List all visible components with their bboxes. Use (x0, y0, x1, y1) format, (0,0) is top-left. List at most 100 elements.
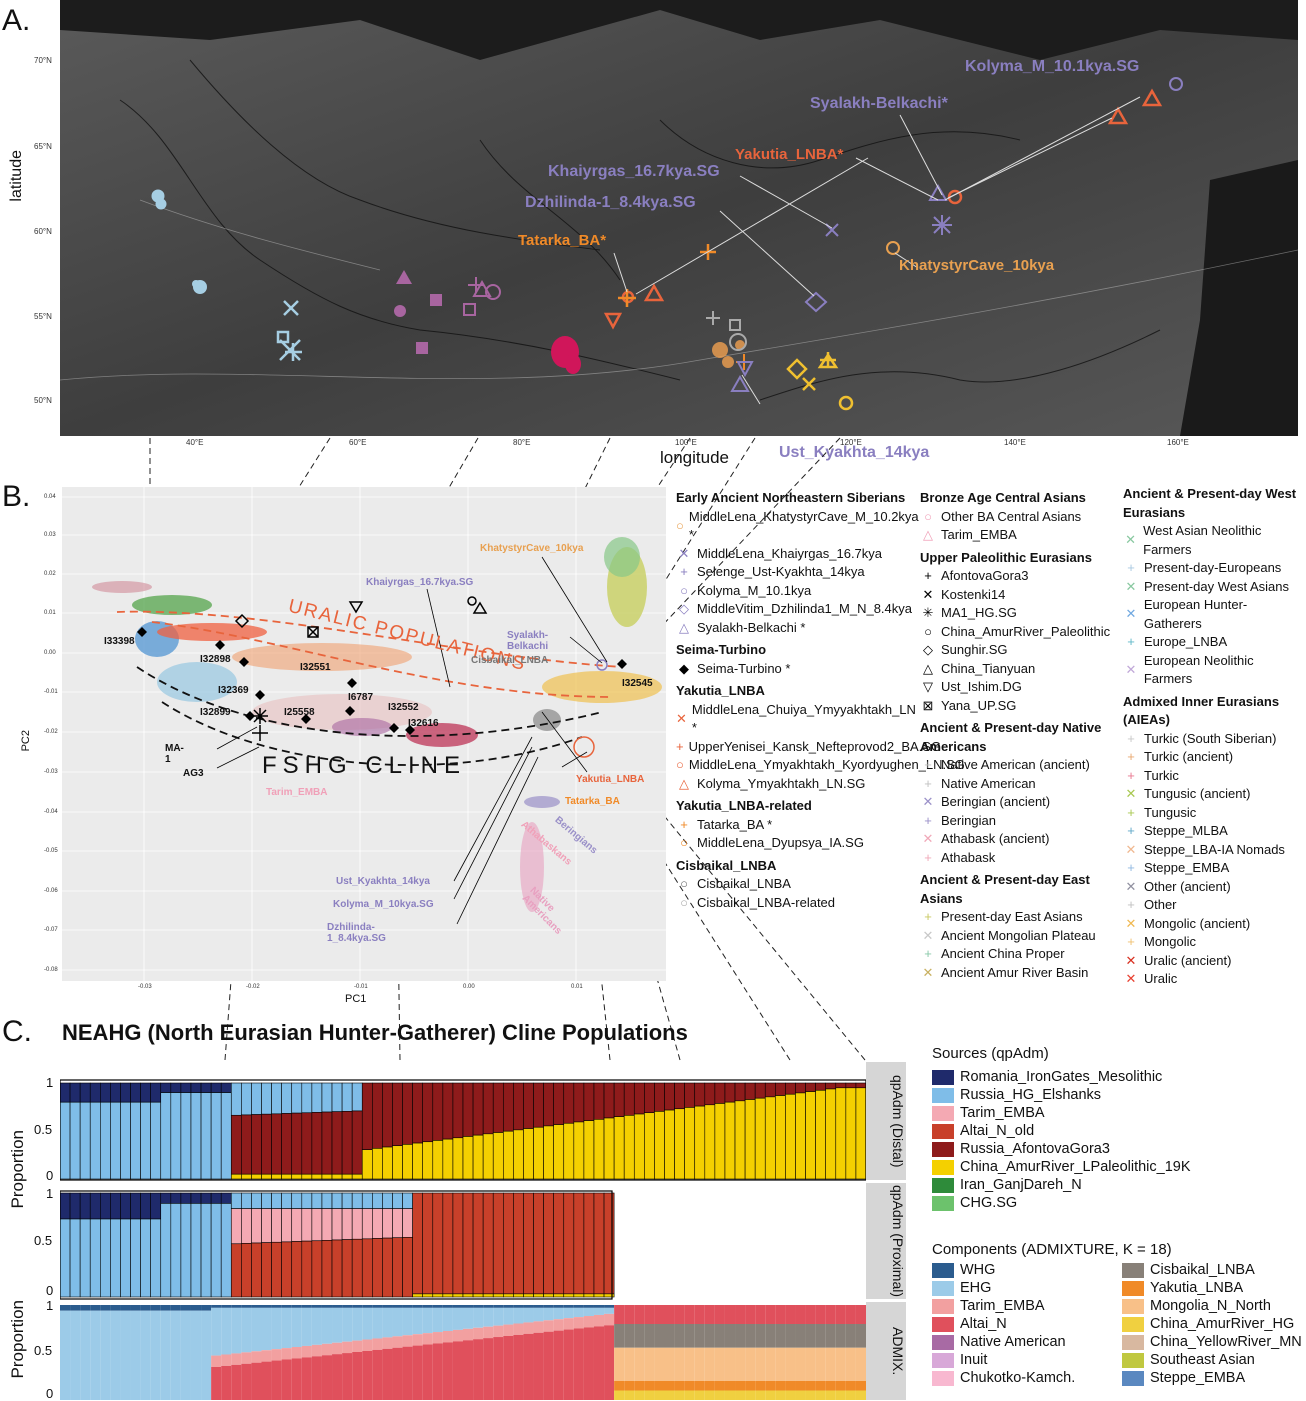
bar-segment (775, 1082, 786, 1096)
y-tick: 1 (46, 1186, 54, 1201)
bar-segment (573, 1192, 585, 1295)
bar-segment (200, 1092, 212, 1180)
pca-y-tick: -0.04 (44, 809, 58, 815)
bar-segment (845, 1305, 856, 1324)
legend-symbol-icon: ✕ (676, 710, 687, 726)
bar-segment (724, 1082, 736, 1103)
bar-segment (301, 1112, 313, 1175)
bar-segment (422, 1082, 434, 1143)
bar-segment (764, 1082, 776, 1098)
bar-segment (654, 1381, 665, 1391)
legend-item: △ Syalakh-Belkachi * (676, 619, 912, 638)
bar-segment (825, 1082, 837, 1090)
bar-segment (120, 1192, 131, 1220)
legend-heading: Seima-Turbino (676, 642, 767, 657)
bar-segment (634, 1324, 645, 1348)
key-swatch (932, 1262, 954, 1278)
legend-item-label: Beringian (941, 812, 996, 828)
bar-segment (452, 1137, 464, 1180)
legend-item-label: Cisbaikal_LNBA-related (697, 894, 836, 910)
key-label: Inuit (960, 1352, 988, 1368)
bar-segment (765, 1390, 776, 1400)
bar-segment (241, 1243, 252, 1298)
bar-segment (180, 1192, 192, 1204)
bar-segment (553, 1124, 565, 1180)
bar-segment (775, 1390, 786, 1400)
legend-item: + Europe_LNBA (1123, 633, 1304, 652)
admix-y-label: Proportion (8, 1300, 27, 1379)
legend-item-label: Selenge_Ust-Kyakhta_14kya (697, 564, 865, 579)
bar-segment (150, 1305, 161, 1311)
bar-segment (281, 1241, 293, 1298)
bar-segment (815, 1089, 826, 1180)
bar-segment (301, 1082, 313, 1114)
bar-segment (744, 1099, 756, 1180)
bar-segment (553, 1192, 565, 1295)
bar-segment (301, 1173, 313, 1180)
bar-segment (855, 1087, 866, 1180)
pca-label: Kolyma_M_10kya.SG (333, 899, 434, 910)
bar-segment (684, 1347, 695, 1381)
key-item: Native American (932, 1333, 1122, 1351)
bar-segment (795, 1305, 806, 1324)
bar-segment (110, 1218, 121, 1298)
bar-segment (845, 1390, 856, 1400)
bar-segment (754, 1082, 766, 1099)
y-tick: 1 (46, 1298, 54, 1313)
bar-segment (452, 1293, 464, 1298)
bar-segment (735, 1347, 746, 1381)
bar-segment (523, 1305, 534, 1308)
bar-segment (795, 1390, 806, 1400)
key-swatch (932, 1069, 954, 1085)
key-label: Iran_GanjDareh_N (960, 1177, 1082, 1193)
bar-segment (633, 1113, 645, 1180)
bar-segment (99, 1082, 111, 1103)
bar-segment (201, 1305, 212, 1311)
bar-segment (281, 1192, 293, 1209)
legend-item-label: Seima-Turbino * (697, 660, 791, 676)
bar-segment (644, 1390, 655, 1400)
bar-segment (614, 1324, 625, 1348)
bar-segment (60, 1305, 71, 1311)
legend-heading: Bronze Age Central Asians (920, 490, 1086, 505)
bar-segment (432, 1192, 444, 1295)
sources-legend: Romania_IronGates_Mesolithic Russia_HG_El… (932, 1068, 1191, 1212)
bar-segment (573, 1328, 584, 1400)
legend-item-label: Ancient Mongolian Plateau (941, 927, 1096, 943)
bar-segment (805, 1091, 816, 1180)
bar-segment (805, 1082, 816, 1092)
bar-segment (694, 1390, 705, 1400)
key-item: Cisbaikal_LNBA (1122, 1261, 1302, 1279)
legend-heading: Admixed Inner Eurasians (AIEAs) (1123, 693, 1280, 728)
bar-segment (160, 1092, 172, 1180)
bar-segment (502, 1082, 514, 1132)
distal-y-label: Proportion (8, 1130, 27, 1209)
bar-segment (301, 1208, 313, 1242)
bar-segment (241, 1192, 252, 1209)
bar-segment (735, 1305, 746, 1324)
bar-segment (463, 1340, 474, 1400)
bar-segment (402, 1144, 413, 1180)
bar-segment (392, 1145, 403, 1180)
bar-segment (442, 1293, 454, 1298)
bar-segment (60, 1101, 71, 1180)
bar-segment (694, 1105, 706, 1180)
bar-segment (452, 1329, 463, 1342)
bar-segment (90, 1310, 101, 1400)
key-swatch (1122, 1352, 1144, 1368)
bar-segment (140, 1101, 151, 1180)
bar-segment (361, 1192, 373, 1209)
bar-segment (301, 1240, 313, 1298)
pca-x-tick: 0.00 (463, 984, 475, 990)
legend-item: ✕ European Neolithic Farmers (1123, 652, 1304, 689)
bar-segment (604, 1325, 615, 1400)
legend-item-label: Europe_LNBA (1144, 634, 1228, 649)
bar-segment (251, 1242, 262, 1298)
bar-segment (160, 1310, 171, 1400)
bar-segment (492, 1293, 504, 1298)
legend-item-label: Turkic (South Siberian) (1144, 730, 1277, 746)
bar-segment (281, 1113, 293, 1175)
bar-segment (573, 1305, 584, 1308)
bar-segment (220, 1192, 232, 1204)
relief-map (60, 0, 1298, 436)
